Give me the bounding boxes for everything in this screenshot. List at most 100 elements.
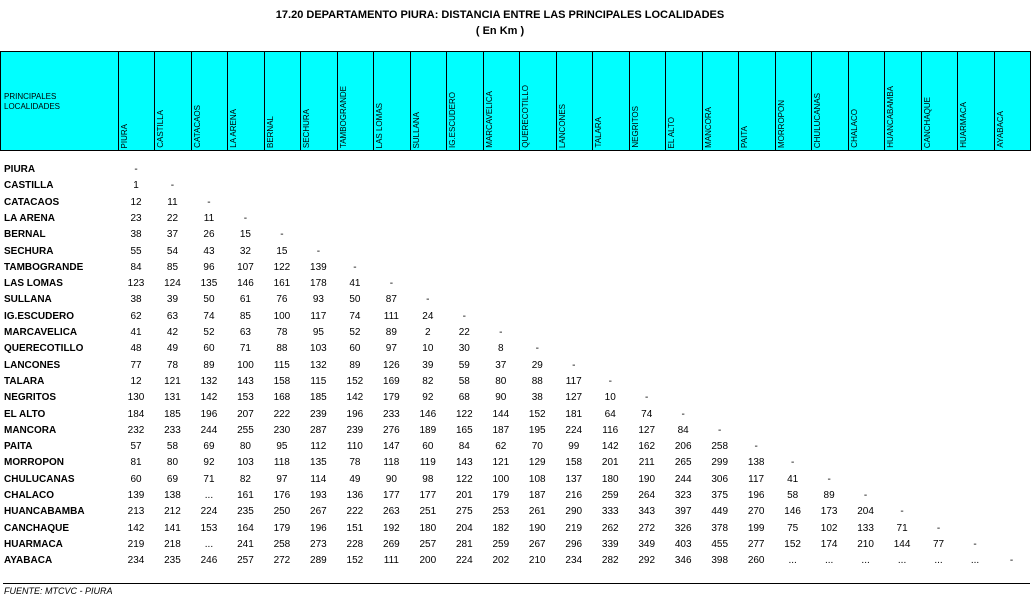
- column-label: CASTILLA: [156, 110, 166, 148]
- cell: 84: [130, 261, 142, 273]
- cell: 116: [602, 424, 619, 436]
- cell: 87: [385, 294, 397, 306]
- cell: ...: [970, 555, 980, 567]
- column-label: SECHURA: [302, 108, 312, 148]
- column-header: HUANCABAMBA: [884, 51, 922, 151]
- cell: 89: [203, 359, 215, 371]
- column-label: TAMBOGRANDE: [338, 85, 348, 148]
- cell: 24: [422, 310, 434, 322]
- cell: 158: [273, 375, 291, 387]
- cell: 80: [495, 375, 507, 387]
- cell: 89: [823, 490, 835, 501]
- cell: 70: [531, 441, 543, 453]
- cell: 69: [166, 473, 179, 485]
- column-label: LANCONES: [557, 103, 567, 148]
- cell: 267: [528, 538, 546, 550]
- cell: 49: [166, 343, 179, 355]
- cell: 270: [747, 506, 765, 518]
- cell: 142: [200, 392, 218, 404]
- cell: 138: [747, 457, 765, 469]
- cell: 196: [200, 408, 218, 420]
- cell: 204: [455, 522, 473, 534]
- cell: ...: [934, 555, 943, 567]
- cell: 144: [492, 408, 510, 420]
- cell: -: [608, 375, 612, 387]
- cell: 141: [164, 522, 181, 534]
- column-label: MORROPON: [776, 100, 786, 148]
- cell: 54: [166, 245, 179, 257]
- row-label: MORROPON: [4, 457, 64, 469]
- cell: 211: [638, 457, 655, 469]
- cell: 124: [164, 278, 181, 290]
- cell: 265: [674, 457, 692, 469]
- cell: 55: [130, 245, 142, 257]
- cell: -: [681, 408, 685, 420]
- cell: 122: [273, 261, 291, 273]
- cell: 37: [166, 229, 179, 241]
- cell: 42: [166, 327, 179, 338]
- row-label: PIURA: [4, 164, 36, 175]
- cell: 38: [130, 294, 142, 306]
- cell: 62: [130, 310, 142, 322]
- cell: 121: [492, 457, 510, 469]
- cell: 107: [237, 261, 254, 273]
- cell: 74: [203, 310, 215, 322]
- column-label: MANCORA: [703, 107, 713, 148]
- cell: 185: [310, 392, 327, 404]
- cell: 90: [385, 473, 397, 485]
- cell: 132: [200, 375, 218, 387]
- column-label: CATACAOS: [192, 105, 202, 148]
- cell: -: [936, 522, 941, 534]
- cell: 239: [346, 424, 364, 436]
- cell: ...: [861, 555, 870, 567]
- cell: 333: [601, 506, 619, 518]
- cell: 182: [492, 522, 510, 534]
- column-header: NEGRITOS: [628, 51, 667, 151]
- column-header: LANCONES: [555, 51, 594, 151]
- column-label: PAITA: [740, 126, 750, 148]
- cell: 108: [528, 473, 546, 485]
- column-label: CANCHAQUE: [922, 96, 932, 148]
- cell: 52: [349, 327, 361, 338]
- cell: -: [973, 538, 977, 550]
- cell: 455: [711, 538, 729, 550]
- cell: 196: [346, 408, 364, 420]
- cell: 89: [349, 359, 361, 371]
- cell: 146: [784, 506, 801, 518]
- cell: 117: [565, 375, 582, 387]
- cell: 269: [383, 538, 400, 550]
- cell: 92: [203, 457, 215, 469]
- cell: 219: [127, 538, 145, 550]
- column-header: PIURA: [118, 51, 156, 151]
- row-label: CHALACO: [4, 490, 54, 501]
- cell: 190: [528, 522, 546, 534]
- cell: 136: [346, 490, 364, 501]
- cell: 64: [604, 408, 616, 420]
- cell: -: [353, 261, 357, 273]
- cell: 129: [528, 457, 546, 469]
- cell: 96: [203, 261, 215, 273]
- cell: 95: [276, 441, 288, 453]
- cell: 260: [747, 555, 765, 567]
- column-label: IG.ESCUDERO: [448, 91, 458, 148]
- cell: 230: [273, 424, 291, 436]
- cell: 10: [604, 392, 616, 404]
- column-label: BERNAL: [265, 115, 275, 148]
- cell: 378: [711, 522, 729, 534]
- cell: 277: [747, 538, 765, 550]
- cell: 185: [164, 408, 181, 420]
- cell: 12: [130, 196, 142, 208]
- cell: 99: [568, 441, 580, 453]
- cell: -: [900, 506, 904, 518]
- cell: 50: [349, 294, 361, 306]
- cell: 37: [495, 359, 507, 371]
- cell: -: [572, 359, 576, 371]
- cell: 261: [528, 506, 546, 518]
- cell: 112: [310, 441, 327, 453]
- cell: 251: [419, 506, 437, 518]
- cell: 122: [455, 408, 473, 420]
- cell: -: [462, 310, 466, 322]
- cell: 264: [638, 490, 656, 501]
- column-header: SULLANA: [409, 51, 448, 151]
- column-header: BERNAL: [263, 51, 302, 151]
